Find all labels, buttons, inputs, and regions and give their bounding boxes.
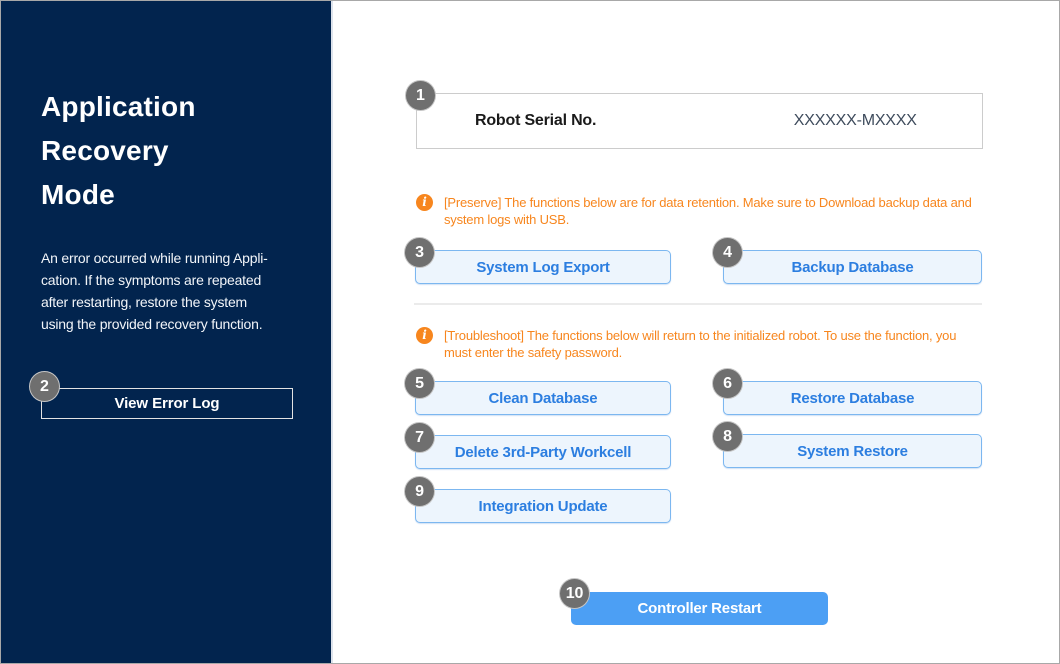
preserve-notice: [Preserve] The functions below are for d…	[444, 194, 972, 228]
button-label: Backup Database	[791, 258, 914, 276]
notice-line: system logs with USB.	[444, 212, 570, 227]
step-badge-4: 4	[712, 237, 743, 268]
troubleshoot-notice: [Troubleshoot] The functions below will …	[444, 327, 956, 361]
backup-database-button[interactable]: 4 Backup Database	[712, 237, 982, 284]
info-icon: i	[416, 194, 433, 211]
robot-serial-value: XXXXXX-MXXXX	[793, 112, 917, 129]
page-title-line: Recovery	[41, 135, 169, 166]
button-label: Delete 3rd-Party Workcell	[454, 443, 632, 461]
controller-restart-button[interactable]: 10 Controller Restart	[559, 578, 828, 625]
system-restore-button[interactable]: 8 System Restore	[712, 421, 982, 468]
step-badge-8: 8	[712, 421, 743, 452]
recovery-description: An error occurred while running Appli- c…	[41, 247, 268, 335]
clean-database-button[interactable]: 5 Clean Database	[404, 368, 671, 415]
step-badge-1: 1	[405, 80, 436, 111]
step-badge-10: 10	[559, 578, 590, 609]
page-title-line: Mode	[41, 179, 115, 210]
description-line: An error occurred while running Appli-	[41, 250, 268, 266]
step-badge-3: 3	[404, 237, 435, 268]
description-line: using the provided recovery function.	[41, 316, 263, 332]
step-badge-5: 5	[404, 368, 435, 399]
info-icon: i	[416, 327, 433, 344]
page-title: Application Recovery Mode	[41, 85, 196, 217]
step-badge-9: 9	[404, 476, 435, 507]
step-badge-6: 6	[712, 368, 743, 399]
section-divider	[414, 303, 982, 305]
restore-database-button[interactable]: 6 Restore Database	[712, 368, 982, 415]
button-label: System Log Export	[476, 258, 610, 276]
view-error-log-button[interactable]: View Error Log	[41, 388, 293, 419]
button-label: Clean Database	[488, 389, 598, 407]
step-badge-2: 2	[29, 371, 60, 402]
robot-serial-label: Robot Serial No.	[475, 112, 597, 129]
sidebar: Application Recovery Mode An error occur…	[1, 1, 333, 663]
notice-line: [Troubleshoot] The functions below will …	[444, 328, 957, 343]
button-label: System Restore	[797, 442, 908, 460]
notice-line: must enter the safety password.	[444, 345, 623, 360]
page-title-line: Application	[41, 91, 196, 122]
delete-3rd-party-workcell-button[interactable]: 7 Delete 3rd-Party Workcell	[404, 422, 671, 469]
integration-update-button[interactable]: 9 Integration Update	[404, 476, 671, 523]
button-label: Integration Update	[478, 497, 608, 515]
description-line: cation. If the symptoms are repeated	[41, 272, 262, 288]
button-label: Restore Database	[790, 389, 915, 407]
robot-serial-box: 1 Robot Serial No. XXXXXX-MXXXX	[405, 80, 983, 149]
description-line: after restarting, restore the system	[41, 294, 247, 310]
button-label: Controller Restart	[637, 600, 762, 617]
system-log-export-button[interactable]: 3 System Log Export	[404, 237, 671, 284]
step-badge-7: 7	[404, 422, 435, 453]
notice-line: [Preserve] The functions below are for d…	[444, 195, 972, 210]
